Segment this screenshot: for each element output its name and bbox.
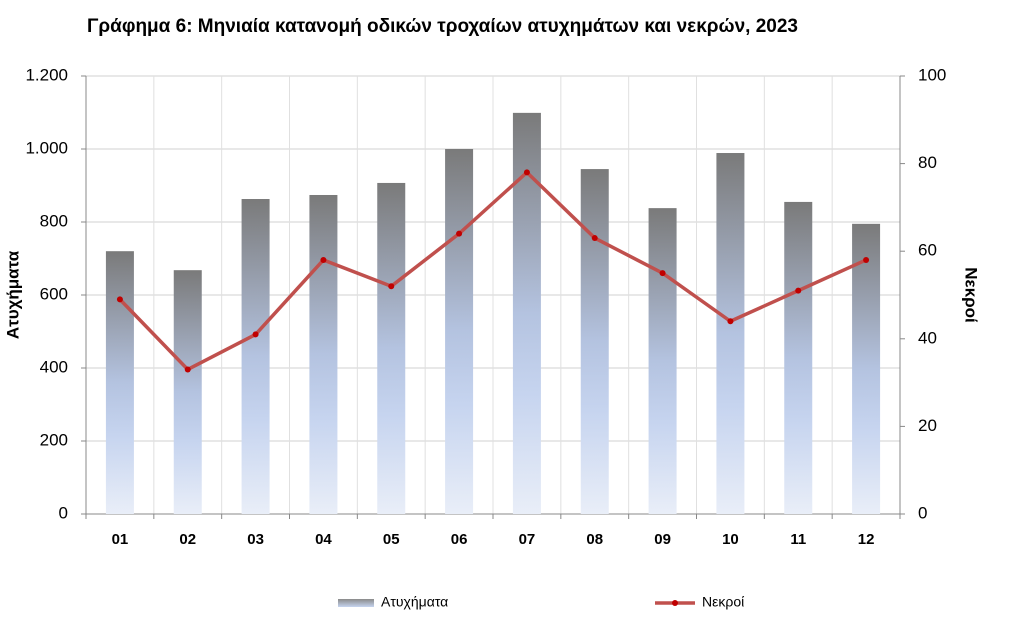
y-axis-title: Ατυχήματα bbox=[3, 250, 22, 339]
bar bbox=[309, 194, 338, 515]
bar bbox=[716, 153, 745, 514]
line-marker bbox=[388, 283, 395, 290]
x-tick-label: 08 bbox=[586, 531, 603, 548]
y2-tick-label: 60 bbox=[918, 241, 937, 260]
x-tick-label: 01 bbox=[112, 531, 129, 548]
bar bbox=[784, 201, 813, 515]
line-marker bbox=[456, 230, 463, 237]
line-marker bbox=[523, 169, 530, 176]
y2-axis-title: Νεκροί bbox=[962, 267, 981, 323]
line-marker bbox=[184, 366, 191, 373]
bar bbox=[445, 149, 474, 514]
x-tick-label: 02 bbox=[179, 531, 196, 548]
y2-tick-label: 40 bbox=[918, 328, 937, 347]
y-tick-label: 400 bbox=[40, 357, 68, 376]
legend-label: Ατυχήματα bbox=[381, 594, 448, 610]
y2-tick-label: 80 bbox=[918, 153, 937, 172]
y-tick-label: 600 bbox=[40, 284, 68, 303]
y-tick-label: 0 bbox=[59, 503, 68, 522]
x-tick-label: 12 bbox=[858, 531, 875, 548]
line-marker bbox=[863, 256, 870, 263]
y2-tick-label: 0 bbox=[918, 503, 927, 522]
bar bbox=[852, 223, 881, 514]
y-tick-label: 200 bbox=[40, 430, 68, 449]
y-tick-label: 800 bbox=[40, 211, 68, 230]
y-tick-label: 1.000 bbox=[25, 138, 68, 157]
bar bbox=[173, 270, 202, 514]
y-tick-label: 1.200 bbox=[25, 65, 68, 84]
x-tick-label: 11 bbox=[790, 531, 806, 548]
legend-swatch bbox=[338, 599, 374, 607]
line-marker bbox=[116, 296, 123, 303]
x-tick-label: 03 bbox=[247, 531, 264, 548]
bar bbox=[648, 208, 677, 514]
chart-title: Γράφημα 6: Μηνιαία κατανομή οδικών τροχα… bbox=[87, 16, 798, 37]
bar bbox=[105, 251, 134, 514]
line-marker bbox=[252, 331, 259, 338]
y2-tick-label: 20 bbox=[918, 416, 937, 435]
x-tick-label: 10 bbox=[722, 531, 739, 548]
bar bbox=[241, 199, 270, 514]
x-tick-label: 04 bbox=[315, 531, 332, 548]
line bbox=[118, 169, 867, 372]
bar bbox=[377, 182, 406, 514]
legend-marker bbox=[672, 600, 678, 606]
line-marker bbox=[591, 235, 598, 242]
legend-label: Νεκροί bbox=[702, 594, 744, 610]
x-tick-label: 07 bbox=[519, 531, 536, 548]
line-marker bbox=[727, 318, 734, 325]
x-tick-label: 05 bbox=[383, 531, 400, 548]
x-tick-label: 06 bbox=[451, 531, 468, 548]
line-marker bbox=[320, 256, 327, 263]
line-marker bbox=[795, 287, 802, 294]
bar bbox=[580, 169, 609, 514]
x-tick-label: 09 bbox=[654, 531, 671, 548]
line-marker bbox=[659, 270, 666, 277]
y2-tick-label: 100 bbox=[918, 65, 946, 84]
